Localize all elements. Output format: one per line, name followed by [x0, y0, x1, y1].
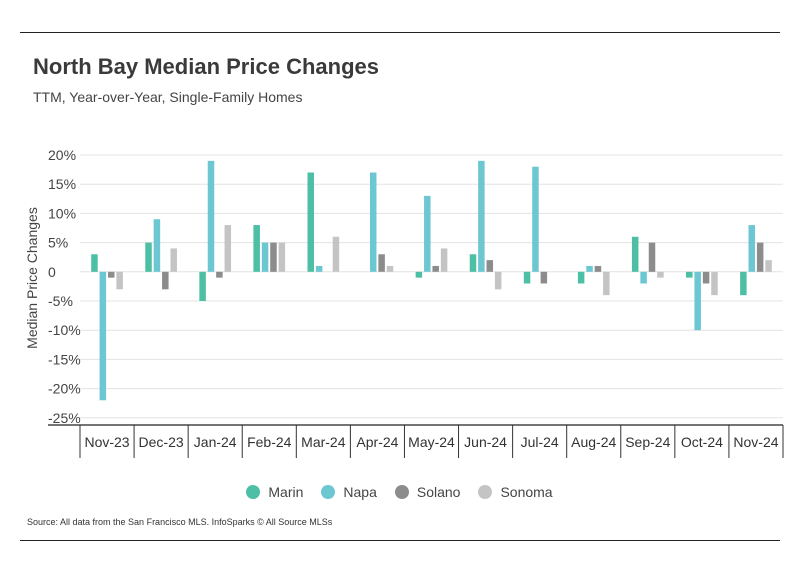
bar-solano — [162, 271, 169, 290]
bar-solano — [107, 271, 115, 278]
source-note: Source: All data from the San Francisco … — [27, 517, 333, 527]
bar-solano — [216, 271, 223, 278]
bar-napa — [586, 265, 593, 272]
x-tick-label: Dec-23 — [139, 434, 184, 450]
bar-napa — [640, 271, 647, 284]
bar-marin — [307, 172, 314, 272]
bar-marin — [253, 225, 260, 272]
bar-marin — [91, 254, 98, 272]
bar-solano — [594, 265, 602, 272]
y-tick-label: -15% — [48, 351, 81, 367]
bar-sonoma — [116, 271, 123, 290]
bar-solano — [702, 271, 710, 284]
bar-sonoma — [603, 271, 610, 296]
legend-label-solano: Solano — [416, 484, 461, 500]
bar-napa — [261, 242, 269, 272]
y-tick-label: -20% — [48, 381, 81, 397]
top-rule — [20, 32, 780, 33]
y-tick-label: -25% — [48, 410, 81, 426]
bar-napa — [207, 160, 215, 272]
bar-solano — [756, 242, 764, 272]
legend-label-marin: Marin — [268, 484, 304, 500]
bar-solano — [378, 254, 385, 272]
x-tick-label: Sep-24 — [625, 434, 670, 450]
legend-label-napa: Napa — [343, 484, 377, 500]
legend-item-napa: Napa — [321, 484, 377, 500]
bottom-rule — [20, 540, 780, 541]
bar-sonoma — [711, 271, 718, 296]
bar-napa — [694, 271, 701, 331]
x-tick-label: Jul-24 — [521, 434, 559, 450]
bar-solano — [270, 242, 277, 272]
x-tick-label: Jan-24 — [194, 434, 237, 450]
bar-napa — [153, 219, 161, 272]
bar-solano — [486, 260, 494, 272]
x-tick-label: Jun-24 — [464, 434, 507, 450]
bar-marin — [469, 254, 477, 272]
bar-solano — [648, 242, 656, 272]
bar-marin — [145, 242, 152, 272]
bar-napa — [369, 172, 377, 272]
y-tick-label: 10% — [48, 205, 76, 221]
bar-marin — [740, 271, 747, 296]
x-tick-label: Oct-24 — [681, 434, 723, 450]
x-tick-label: May-24 — [408, 434, 455, 450]
bar-sonoma — [657, 271, 664, 278]
bar-sonoma — [278, 242, 286, 272]
x-tick-label: Aug-24 — [571, 434, 616, 450]
y-tick-label: 5% — [48, 235, 68, 251]
y-tick-label: -10% — [48, 322, 81, 338]
bar-marin — [577, 271, 585, 284]
bar-marin — [523, 271, 531, 284]
x-tick-label: Nov-24 — [733, 434, 778, 450]
x-tick-label: Mar-24 — [301, 434, 346, 450]
legend-marker-sonoma — [478, 485, 493, 499]
y-tick-label: 15% — [48, 176, 76, 192]
bar-solano — [432, 265, 439, 272]
bar-marin — [631, 236, 639, 272]
chart-title: North Bay Median Price Changes — [33, 54, 379, 79]
bar-sonoma — [332, 236, 340, 272]
bar-napa — [532, 166, 539, 272]
x-tick-label: Nov-23 — [84, 434, 129, 450]
bar-sonoma — [386, 265, 394, 272]
legend-marker-marin — [246, 485, 261, 499]
legend-marker-solano — [394, 485, 409, 499]
bar-napa — [424, 195, 431, 272]
bar-sonoma — [170, 248, 177, 272]
legend-marker-napa — [321, 485, 336, 499]
bar-sonoma — [440, 248, 448, 272]
y-tick-label: 20% — [48, 147, 76, 163]
bar-sonoma — [494, 271, 502, 290]
bar-marin — [415, 271, 423, 278]
bar-napa — [748, 225, 756, 272]
y-tick-label: 0 — [48, 264, 56, 280]
legend-item-marin: Marin — [246, 484, 303, 500]
y-tick-label: -5% — [48, 293, 73, 309]
bar-marin — [686, 271, 693, 278]
bar-sonoma — [765, 260, 772, 272]
legend-label-sonoma: Sonoma — [500, 484, 553, 500]
legend-item-sonoma: Sonoma — [478, 484, 553, 500]
bar-sonoma — [224, 225, 232, 272]
legend: Marin Napa Solano Sonoma — [0, 484, 799, 500]
legend-item-solano: Solano — [394, 484, 461, 500]
chart-subtitle: TTM, Year-over-Year, Single-Family Homes — [33, 89, 303, 105]
bar-napa — [478, 160, 485, 272]
bar-solano — [540, 271, 548, 284]
x-tick-label: Apr-24 — [356, 434, 398, 450]
bar-marin — [199, 271, 206, 301]
bar-napa — [315, 265, 323, 272]
bar-napa — [99, 271, 107, 401]
x-tick-label: Feb-24 — [247, 434, 292, 450]
